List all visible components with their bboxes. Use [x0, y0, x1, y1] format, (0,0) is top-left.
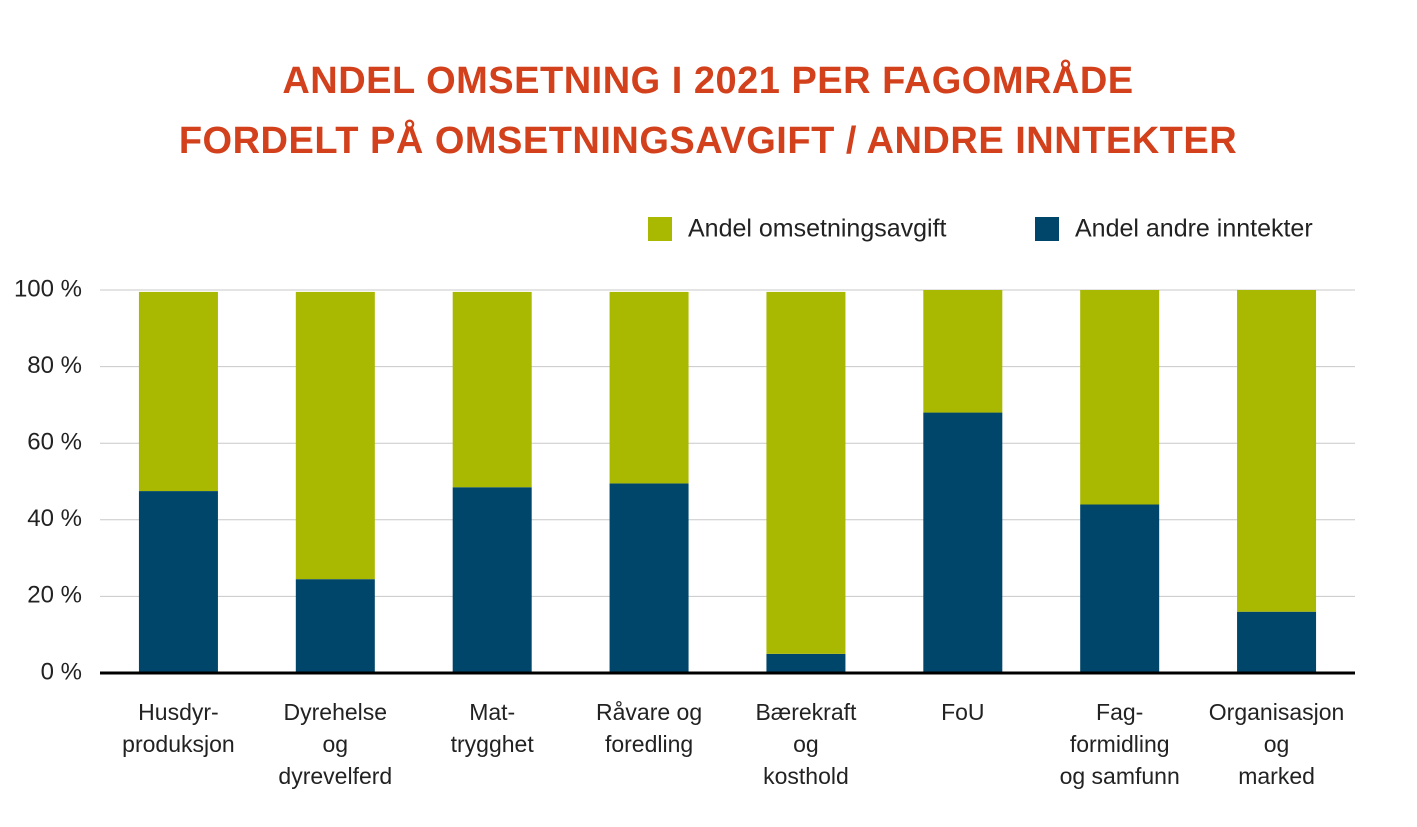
y-tick-label: 60 %	[27, 429, 82, 456]
y-tick-label: 80 %	[27, 352, 82, 379]
y-tick-label: 20 %	[27, 582, 82, 609]
chart-title: ANDEL OMSETNING I 2021 PER FAGOMRÅDE	[282, 58, 1133, 102]
bar-segment	[609, 291, 689, 484]
bar-segment	[766, 291, 846, 654]
x-tick-label: Fag-formidling og samfunn	[1060, 699, 1180, 789]
x-tick-label: Råvare og foredling	[596, 699, 702, 757]
y-tick-label: 40 %	[27, 505, 82, 532]
bar-segment	[1080, 290, 1160, 505]
bar-segment	[609, 483, 689, 673]
chart-title: FORDELT PÅ OMSETNINGSAVGIFT / ANDRE INNT…	[179, 118, 1237, 162]
bar-segment	[295, 579, 375, 673]
legend-label: Andel andre inntekter	[1075, 215, 1313, 243]
bar-segment	[138, 491, 218, 673]
bar-segment	[766, 653, 846, 673]
bar-segment	[138, 291, 218, 492]
y-tick-label: 0 %	[41, 658, 82, 685]
legend-swatch	[648, 217, 672, 241]
bar-segment	[1237, 290, 1317, 612]
x-tick-label: Husdyr-produksjon	[122, 699, 235, 757]
bar-segment	[452, 487, 532, 673]
legend-swatch	[1035, 217, 1059, 241]
bar-segment	[1237, 611, 1317, 673]
bar-segment	[923, 412, 1003, 673]
bar-segment	[452, 291, 532, 488]
x-tick-label: Dyrehelse og dyrevelferd	[278, 699, 392, 789]
x-tick-label: Mat-trygghet	[451, 699, 535, 757]
y-tick-label: 100 %	[14, 275, 82, 302]
bar-segment	[295, 291, 375, 580]
bar-segment	[923, 290, 1003, 413]
legend-label: Andel omsetningsavgift	[688, 215, 947, 243]
bar-segment	[1080, 504, 1160, 673]
x-tick-label: FoU	[941, 699, 984, 725]
x-tick-label: Organisasjon og marked	[1209, 699, 1345, 789]
x-tick-label: Bærekraft og kosthold	[755, 699, 857, 789]
